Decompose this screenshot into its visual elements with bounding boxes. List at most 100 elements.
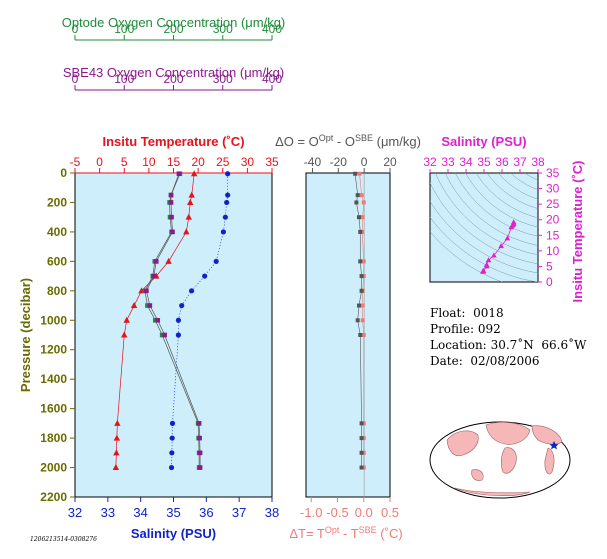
salinity-point [188, 288, 195, 294]
salinity-tick-label: 37 [232, 505, 246, 520]
top-axis-tick-label-2: 35 [265, 155, 279, 169]
salinity-point [225, 171, 231, 177]
sbe43-point [197, 465, 203, 470]
delta_o-point [356, 303, 361, 308]
delta_t-point [361, 259, 366, 264]
pressure-tick-label: 2000 [40, 461, 67, 475]
delta_o-point [359, 421, 364, 426]
salinity-point [220, 229, 227, 235]
salinity-point [202, 273, 208, 279]
delta-t-axis-title-part: Opt [325, 525, 340, 535]
sbe43-point [155, 317, 161, 323]
delta_t-point [359, 193, 364, 198]
ts-y-tick-label: 25 [546, 197, 560, 211]
temperature-point [130, 302, 138, 309]
delta_o-point [355, 318, 360, 323]
ts-point [508, 224, 515, 230]
ts-point [480, 268, 486, 274]
salinity-point [222, 214, 228, 220]
ts-y-tick-label: 20 [546, 213, 560, 227]
delta_o-point [358, 259, 363, 264]
pressure-tick-label: 600 [47, 254, 67, 268]
salinity-point [175, 317, 182, 323]
delta-t-axis-title: ΔT= TOpt - TSBE (˚C) [289, 525, 402, 541]
salinity-point [169, 450, 175, 456]
top-axis-tick-label-1: 200 [163, 72, 183, 86]
ts-x-tick-label: 37 [513, 155, 527, 169]
salinity-point [179, 302, 185, 309]
ts-point [485, 257, 492, 263]
delta-o-axis-title-part: (μm/kg) [373, 134, 421, 149]
sbe43-point [176, 171, 182, 177]
profile-value: 092 [477, 322, 501, 336]
map-landmass [531, 425, 563, 445]
pressure-tick-label: 1800 [40, 431, 67, 445]
map-landmass [454, 487, 531, 496]
salinity-point [175, 332, 182, 338]
info-profile: Profile: 092 [430, 322, 501, 336]
top-axis-title-1: SBE43 Oxygen Concentration (μm/kg) [63, 65, 284, 80]
pressure-tick-label: 1000 [40, 313, 67, 327]
top-axis-tick-label-1: 400 [262, 72, 282, 86]
ts-y-axis-title: Insitu Temperature (˚C) [570, 160, 585, 302]
top-axis-tick-label-2: 20 [191, 155, 205, 169]
ts-x-tick-label: 33 [441, 155, 455, 169]
ts-x-tick-label: 32 [423, 155, 437, 169]
delta_t-point [361, 274, 366, 279]
ts-plot-area [429, 172, 539, 283]
temperature-point [165, 257, 172, 264]
delta_o-point [353, 171, 358, 176]
delta_t-point [361, 436, 366, 441]
temperature-point [123, 316, 130, 323]
ts-contour [523, 78, 603, 158]
sbe43-point [168, 200, 174, 205]
sbe43-point [168, 192, 174, 198]
delta_o-point [356, 215, 361, 220]
delta-o-tick-label: -40 [304, 155, 322, 169]
top-axis-tick-label-0: 300 [213, 22, 233, 36]
salinity-tick-label: 34 [133, 505, 147, 520]
top-axis-tick-label-2: 0 [96, 155, 103, 169]
pressure-axis-title: Pressure (decibar) [18, 278, 33, 392]
ts-x-tick-label: 34 [459, 155, 473, 169]
map-landmass [471, 469, 484, 481]
salinity-tick-label: 38 [265, 505, 279, 520]
delta-o-tick-label: -20 [330, 155, 348, 169]
salinity-point [169, 435, 175, 441]
location-value: 30.7˚N 66.6˚W [490, 338, 587, 352]
sbe43-point [196, 421, 202, 426]
float-location-star-icon [549, 441, 559, 450]
ts-y-tick-label: 10 [546, 244, 560, 258]
sbe43-point [197, 435, 202, 441]
location-label: Location: [430, 338, 487, 352]
optode-point [152, 317, 158, 323]
sbe43-point [162, 332, 167, 338]
sbe43-point [144, 288, 149, 294]
delta_o-point [359, 465, 364, 470]
map-landmass [500, 447, 517, 474]
sbe43-point [153, 259, 159, 264]
delta-o-axis-title: ΔO = OOpt - OSBE (μm/kg) [275, 133, 421, 149]
salinity-point [224, 199, 230, 206]
date-label: Date: [430, 354, 463, 368]
footer-code: 1206213514-0308276 [30, 536, 97, 543]
sbe43-point [151, 273, 157, 279]
temperature-point [112, 464, 120, 471]
delta-t-axis-title-part: - T [339, 526, 358, 541]
world-map [429, 421, 571, 499]
delta_t-point [360, 303, 365, 308]
ts-x-axis-title: Salinity (PSU) [441, 134, 526, 149]
top-axis-tick-label-1: 300 [213, 72, 233, 86]
pressure-tick-label: 200 [47, 195, 67, 209]
top-axis-tick-label-2: 5 [121, 155, 128, 169]
sbe43-point [169, 214, 174, 220]
delta_o-point [359, 274, 364, 279]
delta-t-tick-label: 0.5 [381, 505, 399, 520]
delta_t-point [361, 450, 366, 455]
pressure-tick-label: 0 [60, 166, 67, 180]
map-landmass [544, 447, 555, 475]
delta-o-axis-title-part: - O [333, 134, 355, 149]
delta-t-axis-title-part: (˚C) [377, 526, 403, 541]
delta_t-point [361, 200, 366, 205]
